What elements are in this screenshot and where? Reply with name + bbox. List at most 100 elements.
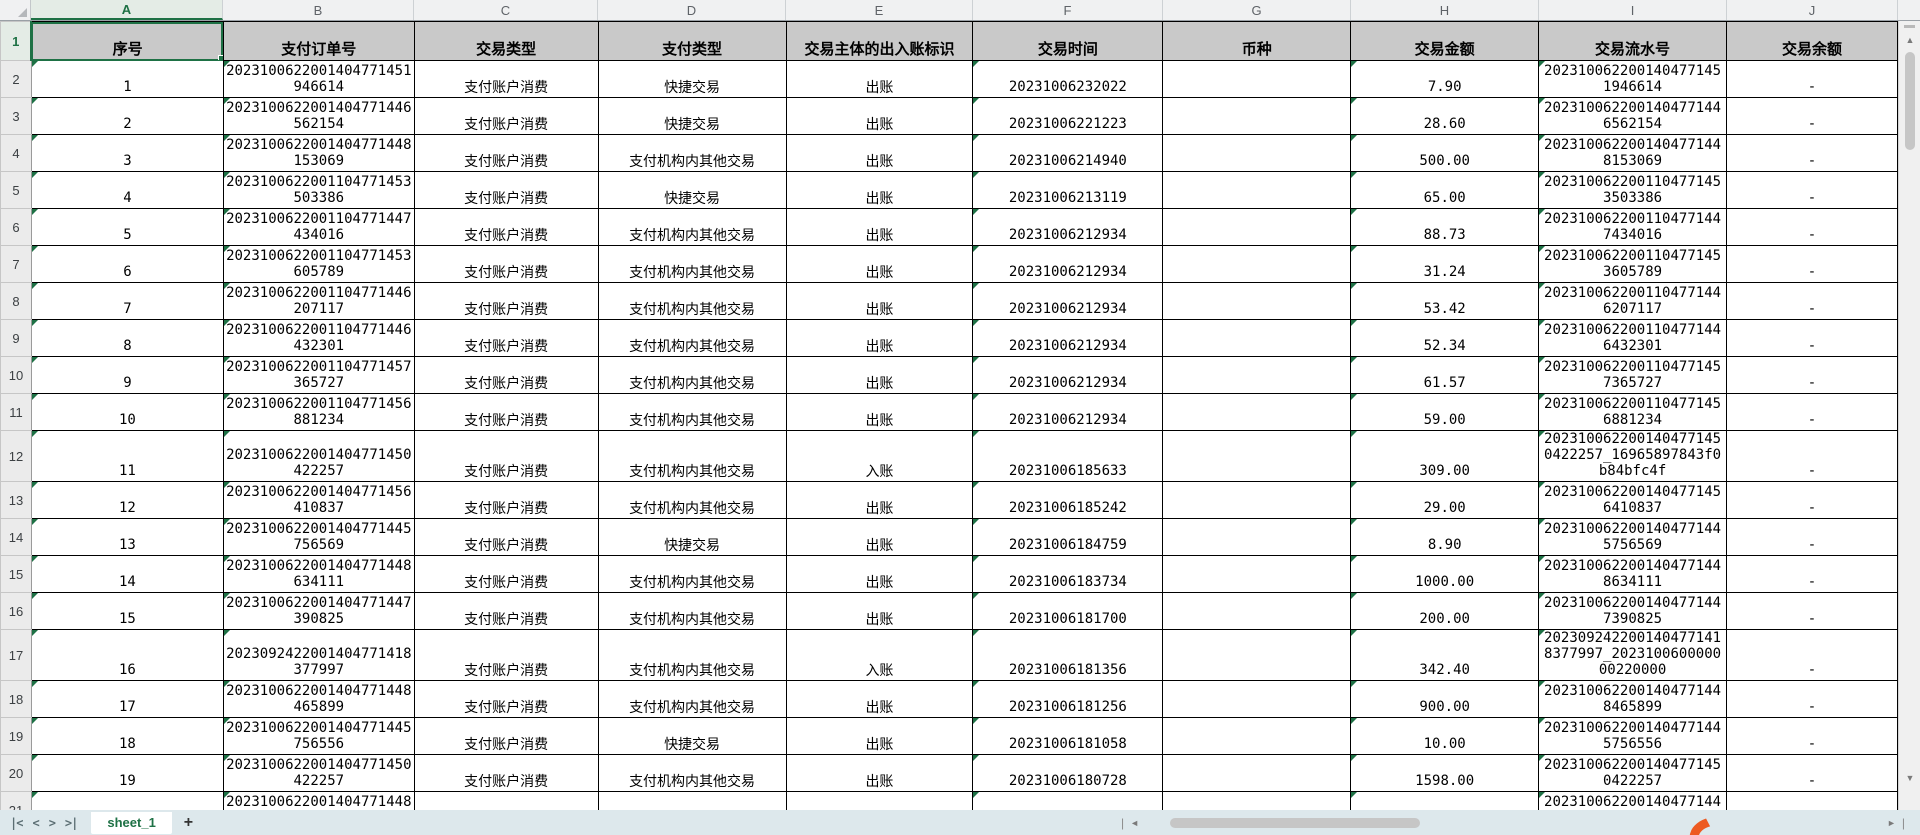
cell-pay_type[interactable]: 支付机构内其他交易: [597, 680, 787, 718]
row-header-16[interactable]: 16: [0, 592, 32, 630]
column-header-B[interactable]: B: [223, 0, 414, 20]
cell-pay_type[interactable]: 支付机构内其他交易: [597, 393, 787, 431]
row-header-5[interactable]: 5: [0, 171, 32, 209]
cell-type[interactable]: 支付账户消费: [413, 60, 599, 98]
sheet-tab-active[interactable]: sheet_1: [91, 811, 172, 834]
cell-pay_type[interactable]: 支付机构内其他交易: [597, 555, 787, 593]
cell-balance[interactable]: -: [1726, 717, 1898, 755]
column-header-D[interactable]: D: [598, 0, 786, 20]
cell-seq[interactable]: 14: [30, 555, 224, 593]
cell-order[interactable]: 2023100622001104771447434016: [222, 208, 415, 246]
cell-seq[interactable]: 20: [30, 791, 224, 810]
cell-type[interactable]: 支付账户消费: [413, 282, 599, 320]
cell-flow[interactable]: 2023092422001404771418377997_20231006000…: [1538, 629, 1727, 681]
cell-time[interactable]: 20231006214940: [972, 134, 1164, 172]
column-header-J[interactable]: J: [1727, 0, 1898, 20]
cell-flag[interactable]: 出账: [785, 592, 974, 630]
row-header-13[interactable]: 13: [0, 481, 32, 519]
cell-balance[interactable]: -: [1726, 629, 1898, 681]
cell-time[interactable]: 20231006212934: [972, 282, 1164, 320]
cell-time[interactable]: 20231006212934: [972, 393, 1164, 431]
cell-currency[interactable]: [1162, 680, 1352, 718]
cell-time[interactable]: 20231006181700: [972, 592, 1164, 630]
cell-seq[interactable]: 2: [30, 97, 224, 135]
row-header-3[interactable]: 3: [0, 97, 32, 135]
cell-flow[interactable]: 2023100622001104771447434016: [1538, 208, 1727, 246]
cell-amount[interactable]: 900.00: [1350, 680, 1540, 718]
cell-order[interactable]: 2023100622001404771447390825: [222, 592, 415, 630]
cell-seq[interactable]: 17: [30, 680, 224, 718]
cell-order[interactable]: 2023100622001404771445756569: [222, 518, 415, 556]
cell-type[interactable]: 支付账户消费: [413, 680, 599, 718]
cell-flag[interactable]: 入账: [785, 430, 974, 482]
cell-amount[interactable]: 500.00: [1350, 134, 1540, 172]
prev-sheet-button[interactable]: <: [32, 815, 39, 830]
cell-balance[interactable]: -: [1726, 245, 1898, 283]
cell-flag[interactable]: 出账: [785, 356, 974, 394]
cell-currency[interactable]: [1162, 319, 1352, 357]
last-sheet-button[interactable]: >|: [64, 815, 78, 830]
cell-pay_type[interactable]: 快捷交易: [597, 518, 787, 556]
cell-amount[interactable]: 31.24: [1350, 245, 1540, 283]
cell-order[interactable]: 2023092422001404771418377997: [222, 629, 415, 681]
row-header-7[interactable]: 7: [0, 245, 32, 283]
header-cell[interactable]: 支付类型: [597, 21, 787, 61]
cell-time[interactable]: 20231006181356: [972, 629, 1164, 681]
cell-currency[interactable]: [1162, 629, 1352, 681]
cell-currency[interactable]: [1162, 717, 1352, 755]
cell-balance[interactable]: -: [1726, 481, 1898, 519]
cell-type[interactable]: 支付账户消费: [413, 171, 599, 209]
cell-flag[interactable]: 出账: [785, 680, 974, 718]
cell-type[interactable]: 支付账户消费: [413, 97, 599, 135]
cell-balance[interactable]: -: [1726, 282, 1898, 320]
cell-time[interactable]: 20231006212934: [972, 356, 1164, 394]
cell-currency[interactable]: [1162, 171, 1352, 209]
scroll-left-icon[interactable]: ◄: [1130, 817, 1140, 828]
cell-amount[interactable]: 29.00: [1350, 481, 1540, 519]
cell-flag[interactable]: 出账: [785, 134, 974, 172]
row-header-2[interactable]: 2: [0, 60, 32, 98]
cell-type[interactable]: 支付账户消费: [413, 717, 599, 755]
cell-seq[interactable]: 8: [30, 319, 224, 357]
cell-currency[interactable]: [1162, 430, 1352, 482]
cell-pay_type[interactable]: 快捷交易: [597, 60, 787, 98]
cell-pay_type[interactable]: 支付机构内其他交易: [597, 430, 787, 482]
cell-order[interactable]: 2023100622001404771446562154: [222, 97, 415, 135]
add-sheet-button[interactable]: +: [183, 813, 194, 831]
cell-order[interactable]: 2023100622001104771456881234: [222, 393, 415, 431]
vertical-scroll-thumb[interactable]: [1905, 52, 1915, 150]
cell-balance[interactable]: -: [1726, 356, 1898, 394]
cell-seq[interactable]: 13: [30, 518, 224, 556]
cell-type[interactable]: 支付账户消费: [413, 754, 599, 792]
cell-currency[interactable]: [1162, 754, 1352, 792]
cell-flag[interactable]: 出账: [785, 754, 974, 792]
cell-order[interactable]: 2023100622001404771450422257: [222, 430, 415, 482]
row-header-11[interactable]: 11: [0, 393, 32, 431]
next-sheet-button[interactable]: >: [48, 815, 56, 830]
cell-type[interactable]: 支付账户消费: [413, 208, 599, 246]
row-header-10[interactable]: 10: [0, 356, 32, 394]
column-header-H[interactable]: H: [1351, 0, 1539, 20]
header-cell[interactable]: 交易余额: [1726, 21, 1898, 61]
column-header-I[interactable]: I: [1539, 0, 1727, 20]
h-split-right-icon[interactable]: |: [1901, 815, 1905, 830]
cell-flow[interactable]: 2023100622001404771447390825: [1538, 592, 1727, 630]
cell-type[interactable]: 支付账户消费: [413, 356, 599, 394]
cell-type[interactable]: 支付账户消费: [413, 518, 599, 556]
cell-order[interactable]: 2023100622001404771450422257: [222, 754, 415, 792]
cell-type[interactable]: 支付账户消费: [413, 481, 599, 519]
cell-order[interactable]: 2023100622001104771453503386: [222, 171, 415, 209]
cell-flag[interactable]: 出账: [785, 518, 974, 556]
cell-currency[interactable]: [1162, 555, 1352, 593]
cell-order[interactable]: 2023100622001404771448634111: [222, 555, 415, 593]
cell-amount[interactable]: 52.34: [1350, 319, 1540, 357]
cell-time[interactable]: 20231006213119: [972, 171, 1164, 209]
cell-amount[interactable]: 7.90: [1350, 60, 1540, 98]
row-header-12[interactable]: 12: [0, 430, 32, 482]
cell-amount[interactable]: 200.00: [1350, 592, 1540, 630]
cell-balance[interactable]: -: [1726, 518, 1898, 556]
cell-flag[interactable]: 入账: [785, 629, 974, 681]
cell-time[interactable]: 20231006221223: [972, 97, 1164, 135]
row-header-19[interactable]: 19: [0, 717, 32, 755]
cell-seq[interactable]: 6: [30, 245, 224, 283]
